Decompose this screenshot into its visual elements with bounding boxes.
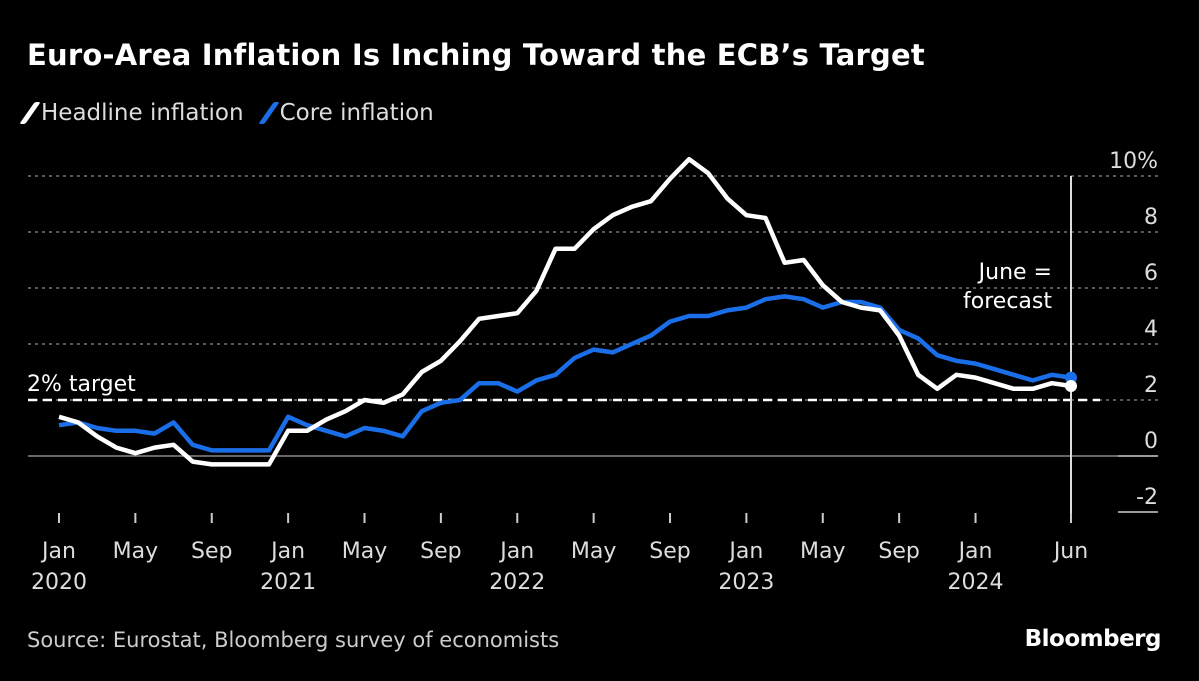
x-tick-year: 2021 <box>260 570 316 595</box>
bloomberg-logo: Bloomberg <box>1024 626 1162 652</box>
x-tick-label: Jan <box>727 539 763 564</box>
legend: Headline inflation Core inflation <box>19 100 434 126</box>
y-tick-label: 6 <box>1144 261 1158 286</box>
y-tick-label: 8 <box>1144 205 1158 230</box>
x-tick-label: May <box>113 539 158 564</box>
x-tick-label: Sep <box>878 539 919 564</box>
forecast-point-headline <box>1065 380 1077 392</box>
x-tick-label: Sep <box>191 539 232 564</box>
x-tick-label: Jan <box>957 539 993 564</box>
y-tick-label: 10% <box>1109 149 1158 174</box>
forecast-point-core <box>1065 371 1077 384</box>
x-tick-label: May <box>800 539 845 564</box>
x-tick-label: Jun <box>1052 539 1088 564</box>
x-tick-year: 2024 <box>948 570 1004 595</box>
legend-label-headline: Headline inflation <box>41 100 244 126</box>
y-tick-label: 0 <box>1144 429 1158 454</box>
y-tick-label: -2 <box>1136 485 1158 510</box>
x-tick-label: Sep <box>649 539 690 564</box>
x-tick-label: Jan <box>40 539 76 564</box>
legend-label-core: Core inflation <box>279 100 434 126</box>
chart-title: Euro-Area Inflation Is Inching Toward th… <box>27 38 925 72</box>
y-tick-label: 2 <box>1144 373 1158 398</box>
x-tick-label: Sep <box>420 539 461 564</box>
x-tick-label: May <box>342 539 387 564</box>
y-tick-label: 4 <box>1144 317 1158 342</box>
forecast-annotation: forecast <box>963 289 1052 314</box>
x-tick-label: Jan <box>498 539 534 564</box>
target-label: 2% target <box>27 372 136 397</box>
legend-item-core: Core inflation <box>257 100 434 126</box>
x-tick-year: 2022 <box>489 570 545 595</box>
series-line-headline <box>58 156 1072 467</box>
x-tick-year: 2020 <box>31 570 87 595</box>
legend-item-headline: Headline inflation <box>19 100 244 126</box>
x-tick-year: 2023 <box>718 570 774 595</box>
x-tick-label: Jan <box>269 539 305 564</box>
series-line-core <box>58 294 1072 453</box>
x-tick-label: May <box>571 539 616 564</box>
forecast-annotation: June = <box>977 260 1052 285</box>
source-note: Source: Eurostat, Bloomberg survey of ec… <box>27 628 560 652</box>
